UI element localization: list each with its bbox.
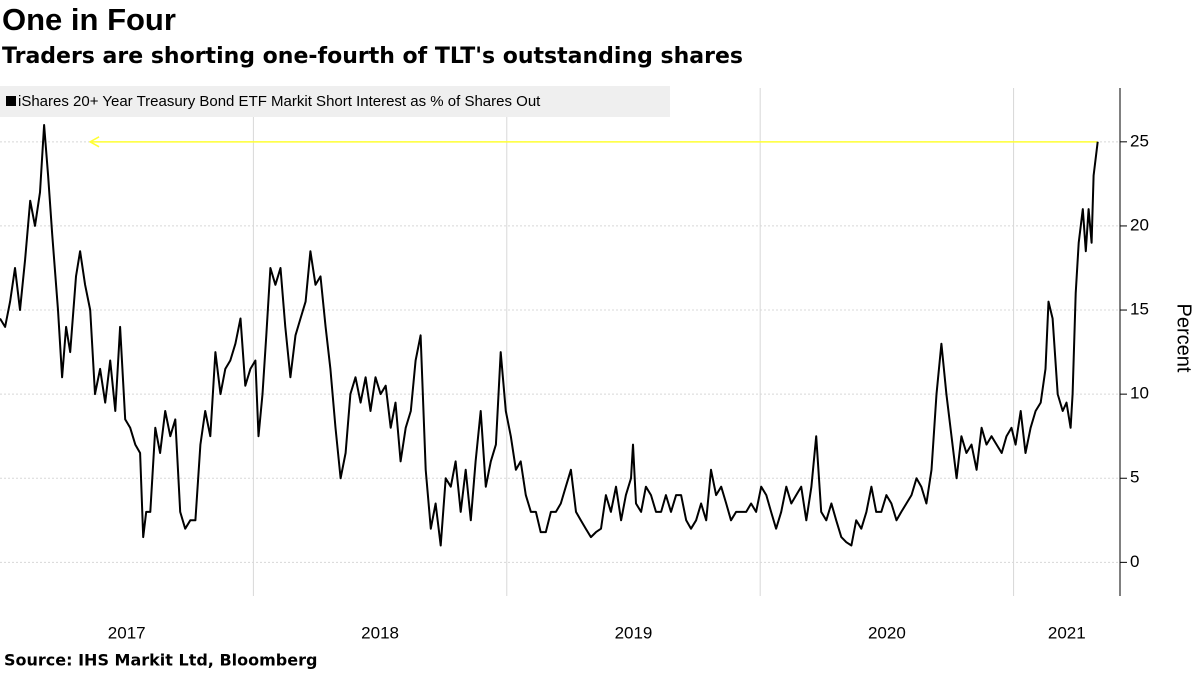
plot	[0, 124, 1099, 547]
legend-label: iShares 20+ Year Treasury Bond ETF Marki…	[18, 93, 541, 110]
y-axis-title: Percent	[1173, 304, 1195, 373]
y-tick-label: 10	[1130, 384, 1149, 403]
data-line	[0, 124, 1099, 547]
x-tick-label: 2017	[108, 623, 146, 642]
x-tick-label: 2020	[868, 623, 906, 642]
y-tick-label: 5	[1130, 468, 1139, 487]
x-tick-label: 2018	[361, 623, 399, 642]
x-tick-label: 2019	[615, 623, 653, 642]
y-tick-label: 15	[1130, 300, 1149, 319]
chart-title: One in Four	[2, 2, 176, 37]
source: Source: IHS Markit Ltd, Bloomberg	[4, 651, 317, 670]
legend-box	[0, 86, 670, 117]
y-tick-label: 0	[1130, 552, 1139, 571]
x-tick-label: 2021	[1048, 623, 1086, 642]
y-tick-label: 25	[1130, 131, 1149, 150]
grid: 0 5 10 15 20 25 2017 2018 2019 2020 2021	[0, 88, 1149, 642]
legend-swatch	[6, 96, 16, 106]
legend: iShares 20+ Year Treasury Bond ETF Marki…	[0, 86, 670, 117]
chart-subtitle: Traders are shorting one-fourth of TLT's…	[2, 44, 743, 69]
y-tick-label: 20	[1130, 215, 1149, 234]
